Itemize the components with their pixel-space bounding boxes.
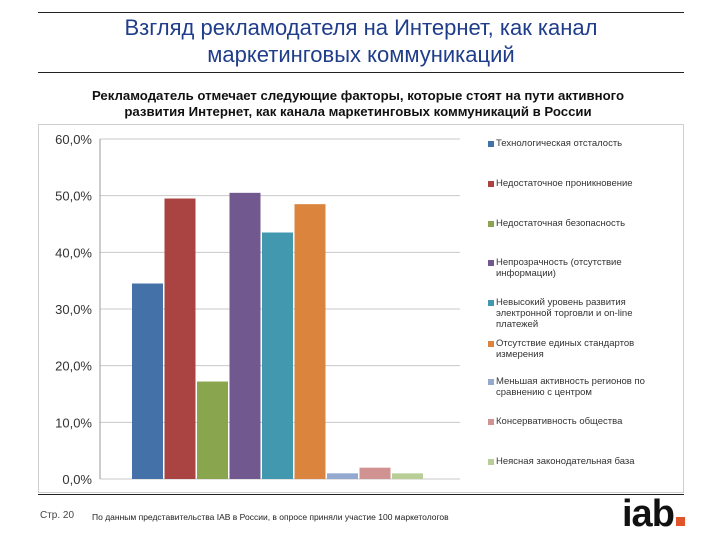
bar — [359, 467, 391, 479]
legend-item: Меньшая активность регионов по сравнению… — [488, 376, 666, 398]
chart-frame — [38, 124, 684, 493]
bar — [197, 381, 228, 479]
legend-swatch — [488, 379, 494, 385]
title-line-2: маркетинговых коммуникаций — [207, 42, 515, 67]
legend-swatch — [488, 260, 494, 266]
y-tick-label: 30,0% — [55, 302, 92, 317]
page-title: Взгляд рекламодателя на Интернет, как ка… — [38, 14, 684, 68]
legend-swatch — [488, 221, 494, 227]
bar — [392, 473, 423, 479]
bar — [229, 192, 261, 480]
bar — [294, 204, 326, 479]
y-tick-label: 40,0% — [55, 245, 92, 260]
legend-swatch — [488, 300, 494, 306]
bar — [132, 283, 163, 479]
bar — [327, 473, 358, 479]
y-tick-label: 50,0% — [55, 189, 92, 204]
top-rule — [38, 12, 684, 13]
chart-subtitle: Рекламодатель отмечает следующие факторы… — [48, 88, 668, 120]
legend-swatch — [488, 419, 494, 425]
iab-logo-text: iab — [622, 493, 675, 535]
title-line-1: Взгляд рекламодателя на Интернет, как ка… — [124, 15, 598, 40]
page-number: Стр. 20 — [40, 510, 75, 521]
legend-item: Непрозрачность (отсутствие информации) — [488, 257, 666, 279]
y-tick-label: 0,0% — [62, 472, 92, 487]
footer-note: По данным представительства IAB в России… — [92, 512, 449, 522]
bar — [262, 232, 293, 479]
subtitle-line-2: развития Интернет, как канала маркетинго… — [124, 104, 592, 119]
legend-item: Недостаточная безопасность — [488, 218, 666, 229]
y-tick-label: 10,0% — [55, 415, 92, 430]
subtitle-line-1: Рекламодатель отмечает следующие факторы… — [91, 88, 625, 103]
legend-item: Недостаточное проникновение — [488, 178, 666, 189]
legend-item: Невысокий уровень развития электронной т… — [488, 297, 666, 330]
legend-swatch — [488, 341, 494, 347]
title-rule — [38, 72, 684, 73]
bar — [164, 198, 196, 479]
legend-swatch — [488, 459, 494, 465]
legend-swatch — [488, 141, 494, 147]
y-tick-label: 20,0% — [55, 359, 92, 374]
legend-item: Неясная законодательная база — [488, 456, 666, 467]
footer-rule — [38, 494, 684, 495]
iab-logo: iab — [622, 494, 685, 534]
legend-item: Технологическая отсталость — [488, 138, 666, 149]
y-tick-label: 60,0% — [55, 132, 92, 147]
legend-item: Отсутствие единых стандартов измерения — [488, 338, 666, 360]
iab-logo-dot — [675, 517, 685, 526]
legend-item: Консервативность общества — [488, 416, 666, 427]
legend-swatch — [488, 181, 494, 187]
